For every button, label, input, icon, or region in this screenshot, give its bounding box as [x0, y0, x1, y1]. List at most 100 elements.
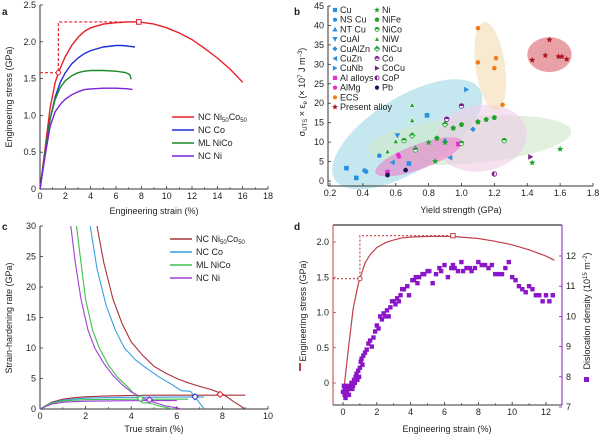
data-point-niw: [408, 116, 416, 123]
x-tick-label: 8: [476, 407, 481, 417]
density-point: [530, 287, 535, 292]
density-point: [398, 293, 403, 298]
density-point: [416, 274, 422, 280]
x-tick-label: 1.2: [488, 188, 501, 198]
y-tick-label: 1.0: [23, 110, 36, 120]
panel-a-xlabel: Engineering strain (%): [109, 206, 198, 216]
legend-label: Co: [382, 54, 394, 64]
panel-d-ylabel2-group: Dislocation density (1015 m−2): [582, 252, 592, 382]
y-tick-label: 30: [314, 59, 324, 69]
y-tick-label: 40: [314, 20, 324, 30]
density-point: [499, 271, 505, 277]
density-point: [550, 293, 555, 298]
y-tick-label: 5: [319, 157, 324, 167]
density-point: [378, 314, 383, 319]
legend-label: CoCu: [382, 63, 405, 73]
data-point-nife: [491, 114, 497, 120]
x-tick-label: 1.4: [521, 188, 534, 198]
legend-label: NiCu: [382, 44, 402, 54]
y2-tick-label: 9: [566, 342, 571, 352]
density-point: [379, 317, 385, 322]
legend-label: CuZn: [340, 54, 362, 64]
y-tick-label: 25: [314, 79, 324, 89]
intersection-marker: [136, 394, 145, 403]
intersection-marker: [216, 390, 224, 399]
legend-label: Cu: [340, 5, 352, 15]
density-point: [526, 284, 532, 289]
data-point-cu: [424, 112, 430, 118]
x-tick-label: 1.8: [587, 188, 600, 198]
legend-marker-cop: [374, 75, 380, 81]
marker-fill: [492, 171, 495, 177]
density-point: [356, 374, 362, 379]
marker-fill: [459, 140, 464, 144]
data-point-nico: [401, 137, 407, 144]
panel-d-ylabel: Engineering stress (GPa): [298, 260, 308, 361]
density-point: [547, 299, 552, 304]
density-point: [533, 293, 539, 298]
density-point: [351, 377, 357, 383]
legend-label: NC Ni: [196, 273, 220, 283]
legend-label: CoP: [382, 73, 400, 83]
legend-label: NC Ni50Co50: [198, 112, 248, 124]
density-point: [509, 274, 515, 280]
marker-fill: [374, 27, 380, 30]
density-point: [469, 268, 474, 274]
legend-label: ML NiCo: [198, 138, 233, 148]
guide-dashed-line: [333, 235, 453, 280]
x-tick-label: 0.8: [422, 188, 435, 198]
series-line-ml-nico: [39, 69, 132, 190]
density-point: [489, 262, 495, 268]
legend-label: Pb: [382, 83, 393, 93]
y-tick-label: 0.5: [316, 343, 329, 353]
hardening-curve-ml-nico: [75, 226, 173, 409]
x-tick-label: 2: [374, 407, 379, 417]
stress-curve: [342, 235, 555, 398]
density-point: [513, 277, 518, 283]
y-tick-label: 25: [26, 252, 36, 262]
density-point: [342, 392, 347, 398]
data-point-nife: [458, 121, 465, 127]
data-point-nife: [434, 135, 440, 141]
legend-label: NiW: [382, 34, 399, 44]
density-point: [413, 274, 418, 280]
density-point: [540, 299, 545, 304]
marker-fill: [409, 132, 415, 136]
density-point: [445, 274, 451, 280]
data-point-cual: [394, 133, 401, 139]
series-line-nc-ni50co50: [39, 21, 244, 190]
density-point: [516, 284, 522, 289]
legend-label: Ni: [382, 5, 391, 15]
density-point: [411, 277, 417, 283]
density-point: [459, 259, 464, 265]
density-point: [543, 293, 549, 298]
panel-d-ylabel-group: Engineering stress (GPa): [298, 260, 308, 371]
density-point: [362, 350, 368, 355]
legend-marker-nicu: [373, 45, 381, 52]
density-point: [360, 362, 365, 367]
ellipse-al-based-region: [375, 137, 463, 177]
density-point: [396, 299, 402, 304]
ellipse-present-alloy-region: [527, 37, 572, 73]
x-tick-label: 0.4: [357, 188, 370, 198]
marker-fill: [374, 56, 380, 59]
legend-label: CuAlZn: [340, 44, 370, 54]
data-point-present-alloy: [563, 56, 570, 62]
y2-tick-label: 11: [566, 281, 575, 291]
data-point-nico: [458, 140, 465, 146]
density-point: [350, 386, 355, 392]
legend-marker-cocu: [374, 65, 380, 71]
density-point: [405, 284, 410, 289]
x-tick-label: 8: [220, 411, 225, 421]
density-point: [353, 374, 358, 379]
density-point: [341, 383, 347, 389]
y-tick-label: 0: [31, 184, 36, 194]
x-tick-label: 10: [162, 191, 172, 201]
density-point: [349, 380, 354, 386]
data-point-ecs: [493, 55, 499, 61]
legend-marker-pb: [374, 85, 380, 90]
data-point-nife: [475, 119, 481, 125]
marker-fill: [374, 75, 377, 80]
density-point: [438, 268, 444, 274]
